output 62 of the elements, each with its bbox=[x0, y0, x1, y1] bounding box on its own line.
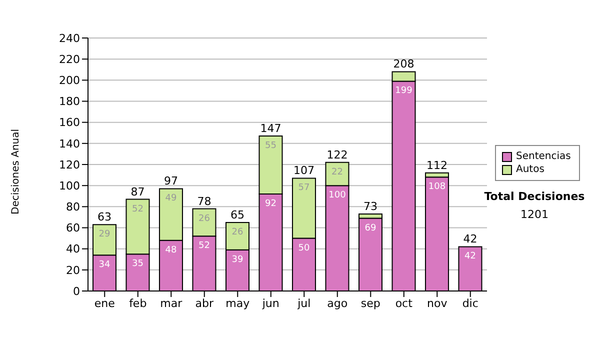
y-tick-label: 140 bbox=[59, 137, 80, 150]
total-label: 208 bbox=[393, 58, 414, 71]
legend-label: Sentencias bbox=[516, 150, 571, 163]
x-tick-label: jun bbox=[261, 296, 280, 310]
data-label: 100 bbox=[328, 190, 346, 201]
total-label: 107 bbox=[293, 164, 314, 178]
data-label: 52 bbox=[132, 204, 144, 214]
data-label: 48 bbox=[165, 245, 177, 256]
total-label: 63 bbox=[97, 210, 112, 224]
text: 1201 bbox=[520, 208, 550, 221]
x-tick-label: feb bbox=[129, 296, 147, 310]
y-tick-label: 120 bbox=[59, 158, 80, 172]
total-label: 122 bbox=[326, 148, 348, 162]
total-label: 112 bbox=[426, 158, 448, 172]
y-tick-label: 100 bbox=[59, 179, 80, 192]
data-label: 35 bbox=[132, 259, 144, 270]
y-tick-label: 0 bbox=[73, 284, 80, 298]
y-tick-label: 200 bbox=[59, 74, 80, 88]
data-label: 22 bbox=[332, 167, 343, 178]
total-label: 97 bbox=[164, 174, 178, 188]
data-label: 92 bbox=[265, 199, 276, 210]
x-tick-label: abr bbox=[195, 296, 214, 310]
y-tick-label: 240 bbox=[59, 32, 80, 45]
y-tick-label: 160 bbox=[59, 116, 80, 130]
x-tick-label: oct bbox=[395, 296, 414, 310]
data-label: 69 bbox=[364, 223, 376, 234]
x-tick-label: sep bbox=[360, 296, 380, 310]
x-tick-label: ago bbox=[327, 296, 348, 310]
annotation: Total Decisiones bbox=[483, 190, 586, 203]
y-tick-label: 20 bbox=[66, 264, 80, 277]
x-tick-label: mar bbox=[160, 296, 183, 310]
total-label: 73 bbox=[363, 200, 378, 214]
y-tick-label: 220 bbox=[59, 52, 80, 66]
x-tick-label: nov bbox=[427, 296, 448, 310]
data-label: 52 bbox=[198, 241, 210, 252]
data-label: 55 bbox=[265, 141, 276, 152]
total-label: 87 bbox=[130, 185, 145, 198]
x-tick-label: may bbox=[226, 296, 250, 310]
total-label: 78 bbox=[197, 194, 212, 208]
data-label: 26 bbox=[198, 214, 210, 224]
y-tick-label: 180 bbox=[59, 95, 80, 108]
x-tick-label: dic bbox=[462, 296, 478, 310]
y-tick-label: 40 bbox=[66, 242, 80, 256]
data-label: 42 bbox=[464, 252, 476, 262]
data-label: 108 bbox=[428, 182, 446, 192]
data-label: 26 bbox=[232, 227, 244, 238]
total-label: 65 bbox=[230, 208, 244, 222]
y-axis-title: Decisiones Anual bbox=[10, 128, 22, 214]
x-tick-label: ene bbox=[94, 296, 116, 310]
data-label: 29 bbox=[98, 230, 110, 240]
x-tick-label: jul bbox=[296, 296, 311, 310]
data-label: 50 bbox=[298, 243, 310, 254]
y-tick-label: 60 bbox=[66, 222, 80, 235]
total-label: 147 bbox=[260, 122, 282, 136]
legend-label: Autos bbox=[516, 163, 544, 176]
data-label: 57 bbox=[298, 183, 310, 194]
data-label: 34 bbox=[98, 260, 110, 270]
total-label: 42 bbox=[463, 232, 478, 246]
data-label: 199 bbox=[395, 86, 413, 96]
data-label: 49 bbox=[165, 194, 177, 204]
y-tick-label: 80 bbox=[66, 200, 80, 214]
data-label: 39 bbox=[232, 254, 244, 265]
